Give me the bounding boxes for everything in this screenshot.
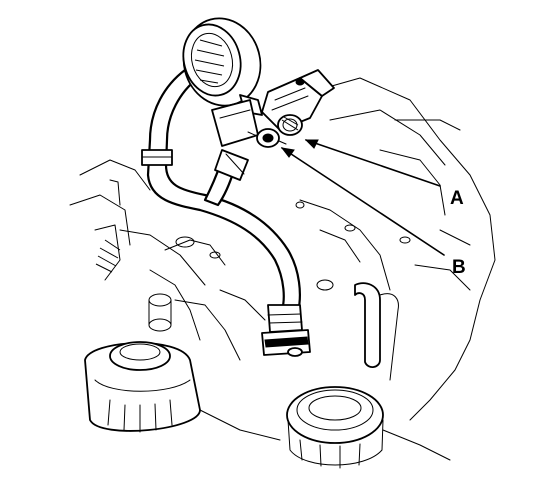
callout-label-a: A <box>450 188 464 209</box>
callout-b: B <box>280 147 466 278</box>
engine-background <box>69 77 496 469</box>
hose-fitting-b <box>247 128 287 148</box>
vacuum-gauge <box>182 17 263 116</box>
vacuum-hose <box>141 68 301 314</box>
callout-a: A <box>304 139 464 209</box>
filler-cap <box>286 386 384 469</box>
adapter-block <box>211 99 259 147</box>
reservoir-cap <box>84 341 201 433</box>
lower-hose-fitting <box>261 304 311 357</box>
callout-label-b: B <box>452 257 466 278</box>
sensor-unit <box>261 69 335 136</box>
